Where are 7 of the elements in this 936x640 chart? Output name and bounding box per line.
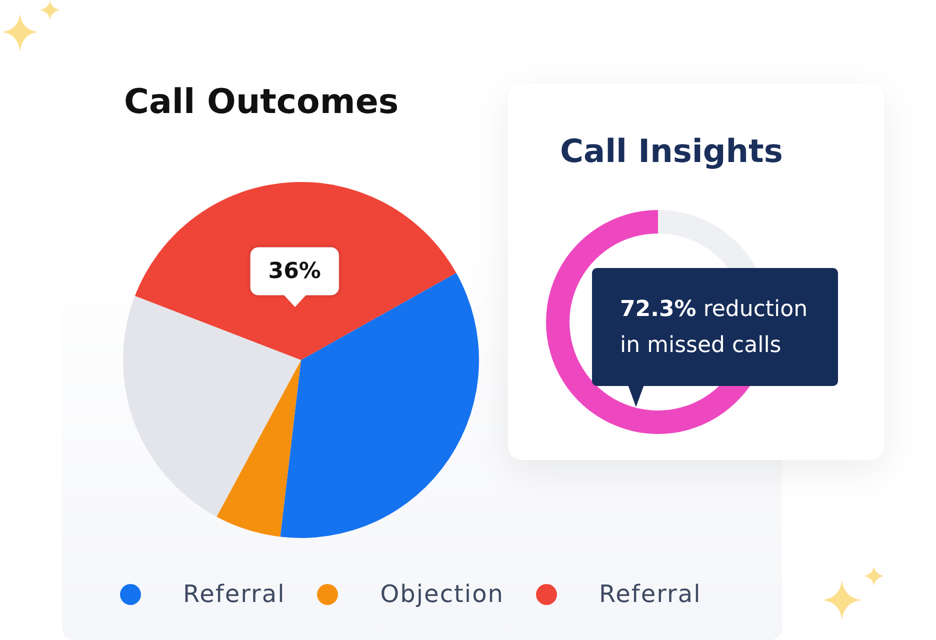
data-label: 36% <box>268 258 321 284</box>
legend-label: Referral <box>599 580 702 608</box>
chart-title: Call Outcomes <box>124 82 399 122</box>
legend-label: Objection <box>380 580 504 608</box>
chart-title: Call Insights <box>560 132 783 170</box>
text: 72.3% reduction in missed calls <box>620 297 808 358</box>
legend-label: Referral <box>183 580 286 608</box>
